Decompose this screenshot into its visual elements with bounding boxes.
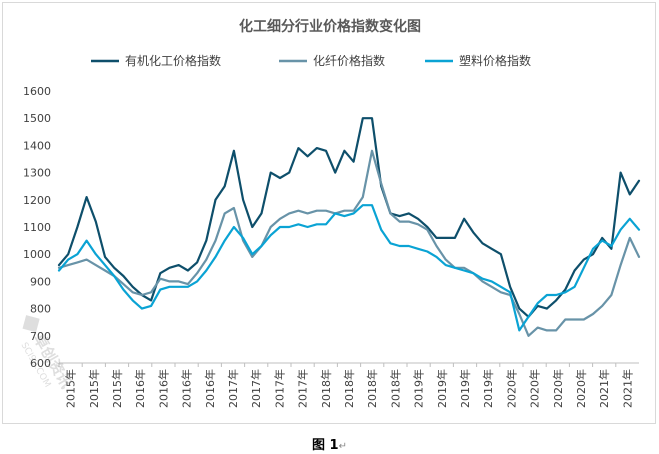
series-line-1 <box>57 117 641 318</box>
y-tick-label: 1500 <box>23 112 51 125</box>
y-tick-label: 600 <box>30 357 51 370</box>
legend-label-3: 塑料价格指数 <box>459 53 531 68</box>
x-tick-label: 2019年 <box>435 369 449 408</box>
x-tick-label: 2020年 <box>528 369 542 408</box>
paragraph-mark: ↵ <box>338 441 347 452</box>
y-tick-label: 800 <box>30 303 51 316</box>
y-tick-label: 1300 <box>23 167 51 180</box>
x-tick-label: 2020年 <box>504 369 518 408</box>
series-group <box>57 117 641 337</box>
x-tick-label: 2015年 <box>87 369 101 408</box>
x-tick-label: 2019年 <box>458 369 472 408</box>
watermark: 卓创资讯 SCI99.COM <box>19 315 75 391</box>
y-axis: 600 700 800 900 1000 1100 1200 1300 1400 1500 1600 <box>23 85 51 370</box>
series-line-3 <box>57 204 641 332</box>
x-tick-label: 2019年 <box>481 369 495 408</box>
x-tick-label: 2015年 <box>110 369 124 408</box>
x-tick-label: 2020年 <box>551 369 565 408</box>
legend-label-2: 化纤价格指数 <box>313 53 385 68</box>
x-tick-label: 2018年 <box>319 369 333 408</box>
x-tick-label: 2017年 <box>226 369 240 408</box>
figure-caption: 图 1↵ <box>0 434 659 453</box>
series-line-2 <box>57 149 641 337</box>
y-tick-label: 700 <box>30 330 51 343</box>
x-tick-label: 2020年 <box>574 369 588 408</box>
x-tick-label: 2016年 <box>203 369 217 408</box>
watermark-logo-icon <box>22 315 40 333</box>
line-chart: 化工细分行业价格指数变化图 有机化工价格指数 化纤价格指数 塑料价格指数 600 70… <box>19 18 641 408</box>
x-tick-label: 2018年 <box>365 369 379 408</box>
legend-label-1: 有机化工价格指数 <box>125 53 221 68</box>
y-tick-label: 1400 <box>23 139 51 152</box>
x-tick-label: 2021年 <box>597 369 611 408</box>
x-tick-label: 2017年 <box>249 369 263 408</box>
x-tick-label: 2016年 <box>133 369 147 408</box>
figure-caption-text: 图 1 <box>312 438 339 453</box>
x-tick-label: 2016年 <box>180 369 194 408</box>
x-axis: 2015年 2015年 2015年 2016年 2016年 2016年 2016年 2017年… <box>58 362 639 408</box>
x-tick-label: 2017年 <box>272 369 286 408</box>
x-tick-label: 2021年 <box>620 369 634 408</box>
chart-title: 化工细分行业价格指数变化图 <box>239 18 421 35</box>
x-tick-label: 2015年 <box>64 369 78 408</box>
x-tick-label: 2017年 <box>296 369 310 408</box>
x-tick-label: 2018年 <box>388 369 402 408</box>
chart-frame: 化工细分行业价格指数变化图 有机化工价格指数 化纤价格指数 塑料价格指数 600 70… <box>2 2 656 424</box>
x-tick-label: 2019年 <box>412 369 426 408</box>
y-tick-label: 1600 <box>23 85 51 98</box>
legend: 有机化工价格指数 化纤价格指数 塑料价格指数 <box>91 53 531 68</box>
y-tick-label: 1100 <box>23 221 51 234</box>
y-tick-label: 1000 <box>23 248 51 261</box>
x-tick-label: 2016年 <box>156 369 170 408</box>
y-tick-label: 900 <box>30 275 51 288</box>
x-tick-label: 2018年 <box>342 369 356 408</box>
y-tick-label: 1200 <box>23 194 51 207</box>
